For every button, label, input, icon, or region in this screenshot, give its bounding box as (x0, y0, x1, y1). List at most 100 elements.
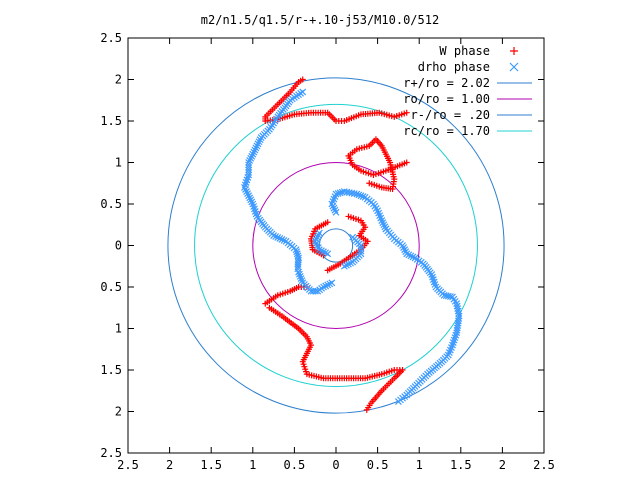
drho-phase-point (297, 275, 305, 282)
drho-phase-point (292, 246, 300, 254)
drho-phase-point (336, 189, 344, 197)
drho-phase-point (355, 191, 363, 199)
y-tick-label: 2 (115, 405, 122, 419)
w-phase-point (363, 406, 370, 413)
drho-phase-point (349, 258, 357, 266)
w-phase-point (324, 267, 331, 274)
drho-phase-point (276, 235, 284, 242)
drho-phase-point (347, 259, 354, 267)
drho-phase-point (298, 277, 306, 285)
y-tick-label: 0 (115, 239, 122, 253)
y-tick-label: 0.5 (100, 280, 122, 294)
x-tick-label: 0 (332, 458, 339, 472)
drho-phase-point (332, 208, 340, 216)
drho-phase-point (314, 231, 322, 239)
drho-phase-point (293, 248, 301, 256)
legend-marker (509, 62, 519, 72)
drho-phase-point (315, 229, 323, 237)
drho-phase-point (257, 134, 265, 142)
drho-phase-point (245, 164, 253, 171)
y-tick-label: 0.5 (100, 197, 122, 211)
y-tick-label: 2.5 (100, 446, 122, 460)
drho-phase-point (320, 283, 327, 291)
drho-phase-point (394, 398, 402, 405)
y-tick-label: 1.5 (100, 114, 122, 128)
drho-phase-point (295, 270, 303, 278)
drho-phase-point (357, 242, 365, 249)
drho-phase-point (293, 250, 301, 258)
legend-label: rc/ro = 1.70 (403, 124, 490, 138)
drho-phase-point (274, 234, 282, 241)
drho-phase-point (401, 246, 409, 254)
legend-marker (510, 47, 518, 55)
drho-phase-point (326, 280, 334, 288)
drho-phase-point (381, 223, 389, 231)
reference-circle (167, 77, 505, 414)
drho-phase-point (241, 183, 248, 191)
y-tick-label: 1.5 (100, 363, 122, 377)
w-phase-point (366, 180, 373, 187)
x-tick-label: 0.5 (284, 458, 306, 472)
y-tick-label: 1 (115, 156, 122, 170)
x-tick-label: 2.5 (117, 458, 139, 472)
drho-phase-point (249, 150, 257, 158)
w-phase-point (299, 76, 306, 83)
drho-phase-point (403, 250, 411, 258)
drho-phase-point (334, 189, 342, 197)
drho-phase-point (252, 144, 260, 152)
drho-phase-point (248, 152, 256, 160)
drho-phase-point (409, 253, 417, 261)
drho-phase-point (311, 237, 319, 245)
x-tick-label: 1 (416, 458, 423, 472)
x-tick-label: 1.5 (450, 458, 472, 472)
drho-phase-point (278, 235, 286, 243)
drho-phase-point (312, 287, 319, 295)
drho-phase-point (245, 166, 253, 174)
chart-title: m2/n1.5/q1.5/r-+.10-j53/M10.0/512 (201, 13, 439, 27)
legend-label: r+/ro = 2.02 (403, 76, 490, 90)
legend-label: drho phase (418, 60, 490, 74)
drho-phase-point (247, 154, 255, 162)
y-tick-label: 1 (115, 322, 122, 336)
x-tick-label: 2.5 (533, 458, 555, 472)
reference-circle (194, 103, 478, 388)
drho-phase-point (357, 247, 365, 255)
drho-phase-point (331, 206, 339, 214)
reference-circle (252, 162, 420, 329)
drho-phase-point (324, 250, 332, 258)
drho-phase-point (246, 194, 254, 202)
drho-phase-point (244, 190, 252, 198)
legend-label: W phase (439, 44, 490, 58)
drho-phase-point (315, 246, 323, 254)
drho-phase-point (270, 232, 278, 239)
phase-points (241, 76, 463, 413)
drho-phase-point (254, 140, 262, 148)
drho-phase-point (322, 249, 330, 257)
drho-phase-point (295, 268, 302, 276)
drho-phase-point (320, 248, 327, 256)
drho-phase-point (312, 240, 320, 247)
drho-phase-point (399, 242, 406, 249)
drho-phase-point (280, 236, 288, 244)
drho-phase-point (330, 204, 338, 212)
drho-phase-point (405, 251, 413, 259)
drho-phase-point (272, 233, 280, 240)
drho-phase-point (345, 260, 352, 268)
drho-phase-point (340, 262, 348, 270)
drho-phase-point (342, 261, 350, 269)
drho-phase-point (294, 263, 302, 271)
legend-label: r-/ro = .20 (411, 108, 490, 122)
x-tick-label: 0.5 (367, 458, 389, 472)
drho-phase-point (400, 244, 408, 251)
y-tick-label: 2 (115, 73, 122, 87)
drho-phase-point (248, 198, 256, 206)
drho-phase-point (357, 192, 365, 200)
drho-phase-point (242, 186, 249, 193)
x-tick-label: 2 (499, 458, 506, 472)
drho-phase-point (318, 247, 325, 255)
drho-phase-point (453, 326, 461, 334)
drho-phase-point (328, 279, 336, 287)
x-tick-label: 1.5 (200, 458, 222, 472)
drho-phase-point (380, 221, 388, 229)
